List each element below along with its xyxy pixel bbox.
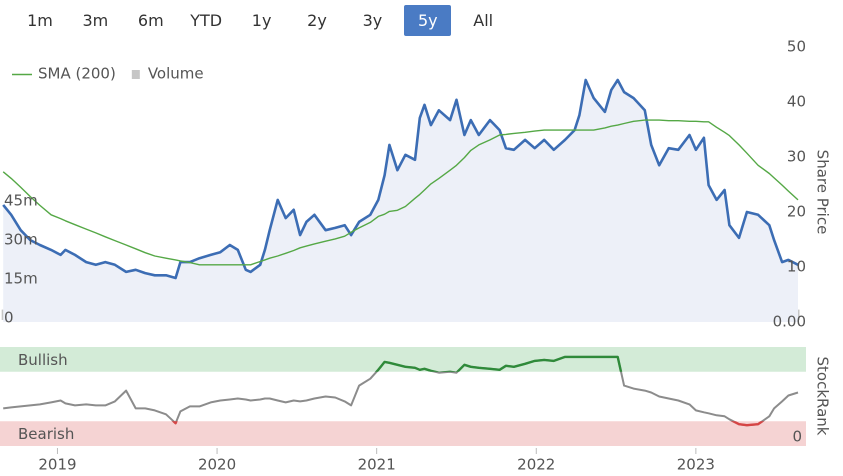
zone-band — [0, 421, 806, 446]
range-button[interactable]: 1m — [27, 11, 53, 30]
x-tick-label: 2019 — [38, 456, 76, 474]
y-axis-title: StockRank — [814, 357, 832, 436]
y2-tick-label: 15m — [4, 270, 38, 288]
legend-swatch — [131, 70, 140, 79]
range-button[interactable]: 2y — [307, 11, 327, 30]
y-tick-label: 0 — [792, 428, 802, 446]
range-button[interactable]: 3m — [82, 11, 109, 30]
zone-label: Bullish — [18, 351, 68, 369]
range-button[interactable]: YTD — [190, 11, 223, 30]
y-tick-label: 40 — [787, 93, 806, 111]
range-button[interactable]: All — [473, 11, 494, 30]
y-tick-label: 50 — [787, 38, 806, 56]
x-tick-label: 2022 — [517, 456, 555, 474]
legend-label: Volume — [148, 65, 204, 83]
zone-band — [0, 347, 806, 372]
legend-label: SMA (200) — [38, 65, 116, 83]
y-tick-label: 30 — [787, 148, 806, 166]
range-toolbar: 1m 3m 6m YTD 1y 2y 3y 5y All — [0, 0, 843, 40]
sma-line — [2, 119, 799, 266]
x-tick-label: 2021 — [358, 456, 396, 474]
range-button[interactable]: 1y — [251, 11, 272, 30]
range-button[interactable]: 5y — [404, 5, 452, 36]
volume-bar — [1, 309, 5, 320]
volume-bar — [796, 309, 800, 320]
price-area — [3, 80, 798, 322]
y2-tick-label: 0 — [4, 309, 14, 327]
y-tick-label: 0.00 — [773, 313, 806, 331]
y-tick-label: 10 — [787, 258, 806, 276]
y2-tick-label: 30m — [4, 231, 38, 249]
y-tick-label: 20 — [787, 203, 806, 221]
y-axis-title: Share Price — [814, 150, 832, 235]
y2-tick-label: 45m — [4, 192, 38, 210]
x-tick-label: 2023 — [677, 456, 715, 474]
rank-line-zone — [374, 355, 623, 372]
x-tick-label: 2020 — [198, 456, 236, 474]
zone-label: Bearish — [18, 425, 74, 443]
range-button[interactable]: 6m — [137, 11, 164, 30]
range-button[interactable]: 3y — [362, 11, 383, 30]
price-line — [2, 78, 799, 280]
